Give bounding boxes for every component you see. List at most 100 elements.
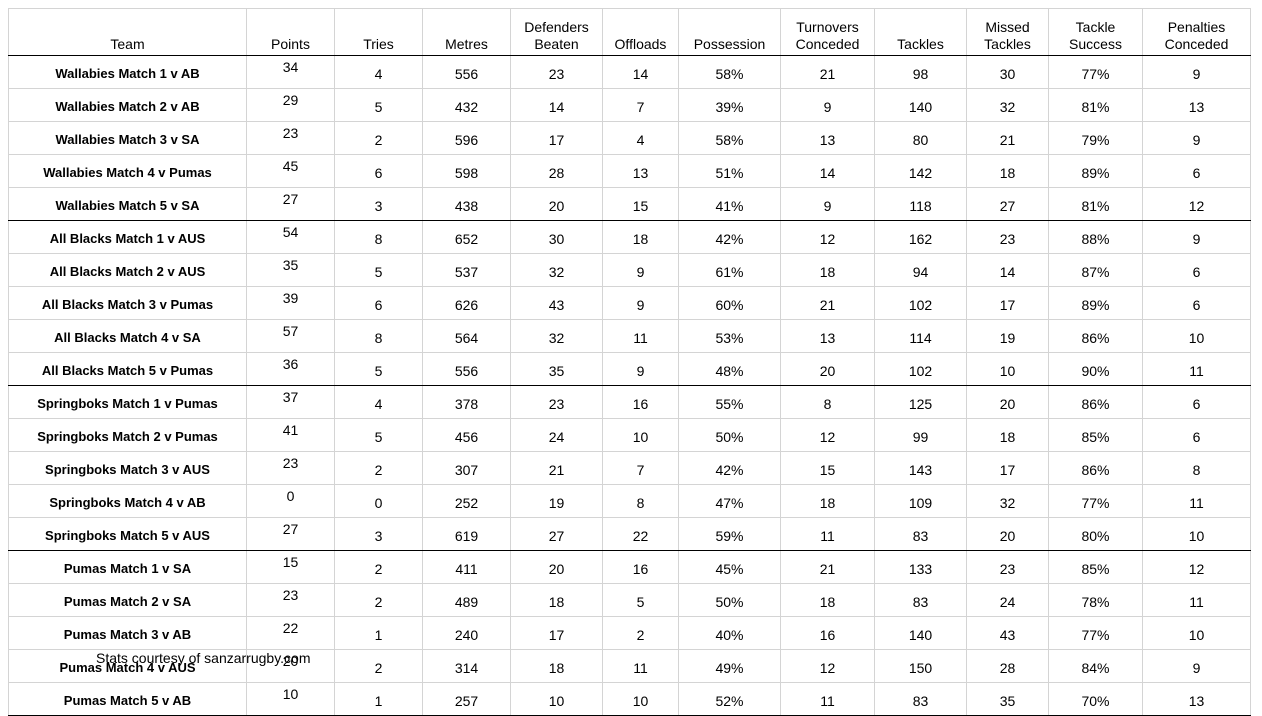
column-header-line: Offloads <box>614 36 667 52</box>
cell-offloads: 15 <box>602 187 679 221</box>
table-body: Wallabies Match 1 v AB 34 4 556 23 14 58% 21 98 3… <box>8 55 1251 716</box>
cell-points: 39 <box>246 286 335 320</box>
cell-tackles: 143 <box>874 451 967 485</box>
cell-defenders-beaten: 32 <box>510 253 603 287</box>
cell-turnovers-conceded: 11 <box>780 682 875 716</box>
cell-missed-tackles: 23 <box>966 220 1049 254</box>
cell-tries: 5 <box>334 418 423 452</box>
table-row: Springboks Match 2 v Pumas 41 5 456 24 10 50% 1… <box>8 418 1251 452</box>
cell-offloads: 14 <box>602 55 679 89</box>
cell-tackles: 150 <box>874 649 967 683</box>
cell-defenders-beaten: 21 <box>510 451 603 485</box>
cell-penalties-conceded: 10 <box>1142 517 1251 551</box>
cell-defenders-beaten: 28 <box>510 154 603 188</box>
cell-turnovers-conceded: 21 <box>780 286 875 320</box>
cell-points: 34 <box>246 55 335 89</box>
cell-tackle-success: 85% <box>1048 418 1143 452</box>
cell-tackles: 102 <box>874 286 967 320</box>
cell-missed-tackles: 23 <box>966 550 1049 584</box>
cell-penalties-conceded: 9 <box>1142 220 1251 254</box>
team-name-cell: Wallabies Match 3 v SA <box>8 121 247 155</box>
cell-missed-tackles: 14 <box>966 253 1049 287</box>
cell-possession: 60% <box>678 286 781 320</box>
cell-turnovers-conceded: 8 <box>780 385 875 419</box>
column-header-line: Team <box>110 36 145 52</box>
cell-defenders-beaten: 18 <box>510 583 603 617</box>
cell-points: 41 <box>246 418 335 452</box>
cell-turnovers-conceded: 12 <box>780 649 875 683</box>
cell-penalties-conceded: 11 <box>1142 352 1251 386</box>
cell-tries: 4 <box>334 55 423 89</box>
cell-possession: 53% <box>678 319 781 353</box>
cell-possession: 58% <box>678 55 781 89</box>
cell-offloads: 2 <box>602 616 679 650</box>
column-header-line: Tackles <box>897 36 944 52</box>
cell-penalties-conceded: 10 <box>1142 319 1251 353</box>
column-header-line: Conceded <box>795 36 860 52</box>
cell-defenders-beaten: 23 <box>510 55 603 89</box>
cell-tackles: 109 <box>874 484 967 518</box>
column-header-turnovers-conceded: Turnovers Conceded <box>780 8 875 56</box>
cell-offloads: 13 <box>602 154 679 188</box>
cell-tackle-success: 85% <box>1048 550 1143 584</box>
column-header-line: Tackle <box>1075 19 1116 35</box>
cell-possession: 48% <box>678 352 781 386</box>
cell-tackles: 140 <box>874 88 967 122</box>
source-footnote: Stats courtesy of sanzarrugby.com <box>96 650 311 666</box>
cell-tackles: 99 <box>874 418 967 452</box>
cell-metres: 314 <box>422 649 511 683</box>
cell-tackle-success: 88% <box>1048 220 1143 254</box>
team-name-cell: Wallabies Match 1 v AB <box>8 55 247 89</box>
cell-missed-tackles: 20 <box>966 517 1049 551</box>
cell-turnovers-conceded: 13 <box>780 319 875 353</box>
cell-missed-tackles: 18 <box>966 154 1049 188</box>
cell-turnovers-conceded: 12 <box>780 220 875 254</box>
team-name-cell: Springboks Match 1 v Pumas <box>8 385 247 419</box>
cell-possession: 41% <box>678 187 781 221</box>
cell-turnovers-conceded: 16 <box>780 616 875 650</box>
cell-points: 57 <box>246 319 335 353</box>
cell-offloads: 16 <box>602 550 679 584</box>
cell-tries: 2 <box>334 649 423 683</box>
cell-tackle-success: 84% <box>1048 649 1143 683</box>
cell-penalties-conceded: 13 <box>1142 88 1251 122</box>
column-header-line: Missed <box>985 19 1030 35</box>
team-name-cell: Pumas Match 1 v SA <box>8 550 247 584</box>
cell-points: 29 <box>246 88 335 122</box>
team-name-cell: Pumas Match 5 v AB <box>8 682 247 716</box>
cell-points: 10 <box>246 682 335 716</box>
cell-missed-tackles: 24 <box>966 583 1049 617</box>
column-header-line: Turnovers <box>796 19 859 35</box>
table-row: Pumas Match 5 v AB 10 1 257 10 10 52% 11 83 35 70%… <box>8 682 1251 716</box>
cell-missed-tackles: 18 <box>966 418 1049 452</box>
table-row: Wallabies Match 2 v AB 29 5 432 14 7 39% 9 140 32… <box>8 88 1251 122</box>
cell-turnovers-conceded: 15 <box>780 451 875 485</box>
team-name-cell: Springboks Match 2 v Pumas <box>8 418 247 452</box>
cell-tackles: 114 <box>874 319 967 353</box>
cell-metres: 626 <box>422 286 511 320</box>
cell-defenders-beaten: 20 <box>510 550 603 584</box>
cell-tackle-success: 79% <box>1048 121 1143 155</box>
column-header-metres: Metres <box>422 8 511 56</box>
column-header-line: Tackles <box>984 36 1031 52</box>
column-header-line: Success <box>1069 36 1122 52</box>
cell-defenders-beaten: 27 <box>510 517 603 551</box>
table-row: Pumas Match 3 v AB 22 1 240 17 2 40% 16 140 43 77%… <box>8 616 1251 650</box>
cell-missed-tackles: 32 <box>966 88 1049 122</box>
table-row: Wallabies Match 1 v AB 34 4 556 23 14 58% 21 98 3… <box>8 55 1251 89</box>
cell-penalties-conceded: 6 <box>1142 418 1251 452</box>
team-name-cell: All Blacks Match 2 v AUS <box>8 253 247 287</box>
cell-tries: 6 <box>334 286 423 320</box>
team-name-cell: Springboks Match 5 v AUS <box>8 517 247 551</box>
cell-turnovers-conceded: 18 <box>780 484 875 518</box>
cell-penalties-conceded: 6 <box>1142 253 1251 287</box>
column-header-line: Points <box>271 36 310 52</box>
column-header-possession: Possession <box>678 8 781 56</box>
cell-tries: 4 <box>334 385 423 419</box>
cell-points: 22 <box>246 616 335 650</box>
cell-missed-tackles: 32 <box>966 484 1049 518</box>
cell-offloads: 22 <box>602 517 679 551</box>
team-name-cell: Wallabies Match 4 v Pumas <box>8 154 247 188</box>
cell-missed-tackles: 21 <box>966 121 1049 155</box>
cell-defenders-beaten: 20 <box>510 187 603 221</box>
